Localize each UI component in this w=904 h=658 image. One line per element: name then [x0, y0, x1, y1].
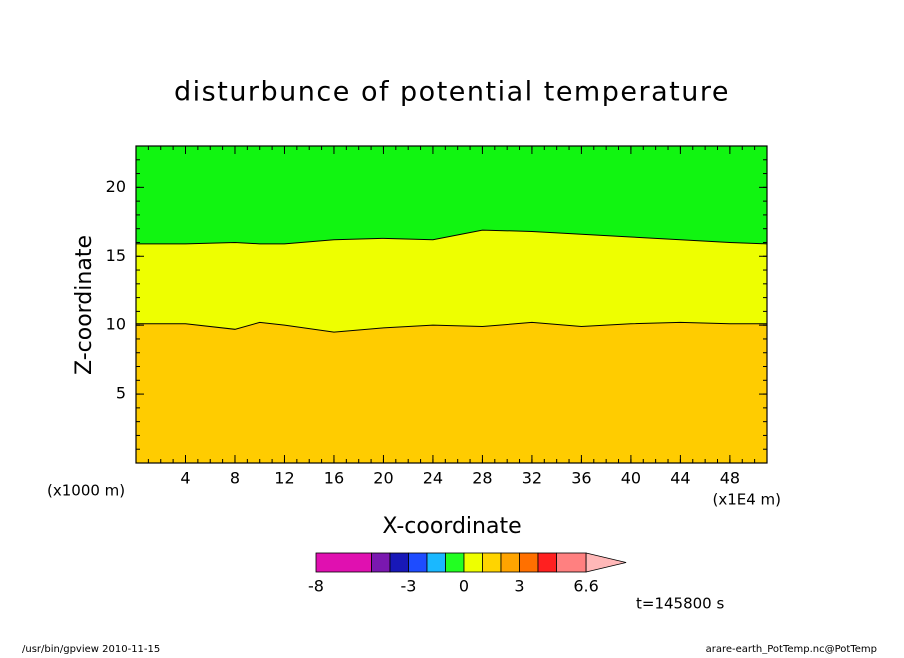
y-tick-label: 10: [106, 315, 126, 334]
colorbar-label: 0: [459, 577, 469, 596]
x-tick-label: 20: [373, 469, 393, 488]
colorbar-box: [426, 552, 446, 573]
y-tick-label: 5: [116, 384, 126, 403]
colorbar-box: [445, 552, 465, 573]
colorbar-box: [389, 552, 409, 573]
colorbar-box: [537, 552, 557, 573]
contour-band: [136, 146, 767, 244]
x-axis-label: X-coordinate: [382, 514, 521, 539]
x-tick-label: 48: [720, 469, 740, 488]
x-tick-label: 36: [571, 469, 591, 488]
colorbar-extend: [585, 552, 627, 573]
y-unit-note: (x1000 m): [47, 482, 125, 500]
contour-band: [136, 322, 767, 463]
time-note: t=145800 s: [636, 595, 724, 613]
colorbar-label: -3: [401, 577, 417, 596]
colorbar-box: [519, 552, 539, 573]
x-unit-note: (x1E4 m): [712, 491, 781, 509]
x-tick-label: 24: [423, 469, 443, 488]
footer-left: /usr/bin/gpview 2010-11-15: [22, 644, 160, 654]
colorbar-box: [482, 552, 502, 573]
colorbar-box: [556, 552, 587, 573]
x-tick-label: 16: [324, 469, 344, 488]
colorbar-box: [500, 552, 520, 573]
chart-title: disturbunce of potential temperature: [174, 77, 730, 108]
colorbar-box: [315, 552, 372, 573]
colorbar-label: 6.6: [573, 577, 598, 596]
colorbar-label: -8: [308, 577, 324, 596]
x-tick-label: 12: [274, 469, 294, 488]
x-tick-label: 28: [472, 469, 492, 488]
plot-frame: [135, 145, 768, 464]
contour-line: [136, 321, 767, 333]
colorbar-box: [463, 552, 483, 573]
colorbar-box: [371, 552, 391, 573]
y-tick-label: 15: [106, 246, 126, 265]
x-tick-label: 32: [522, 469, 542, 488]
x-tick-label: 8: [230, 469, 240, 488]
colorbar-box: [408, 552, 428, 573]
x-tick-label: 44: [670, 469, 690, 488]
contour-band: [136, 230, 767, 333]
contour-line: [136, 229, 768, 245]
footer-right: arare-earth_PotTemp.nc@PotTemp: [706, 644, 877, 654]
x-tick-label: 40: [621, 469, 641, 488]
x-tick-label: 4: [180, 469, 190, 488]
y-axis-label: Z-coordinate: [72, 235, 97, 375]
y-tick-label: 20: [106, 177, 126, 196]
colorbar-label: 3: [514, 577, 524, 596]
